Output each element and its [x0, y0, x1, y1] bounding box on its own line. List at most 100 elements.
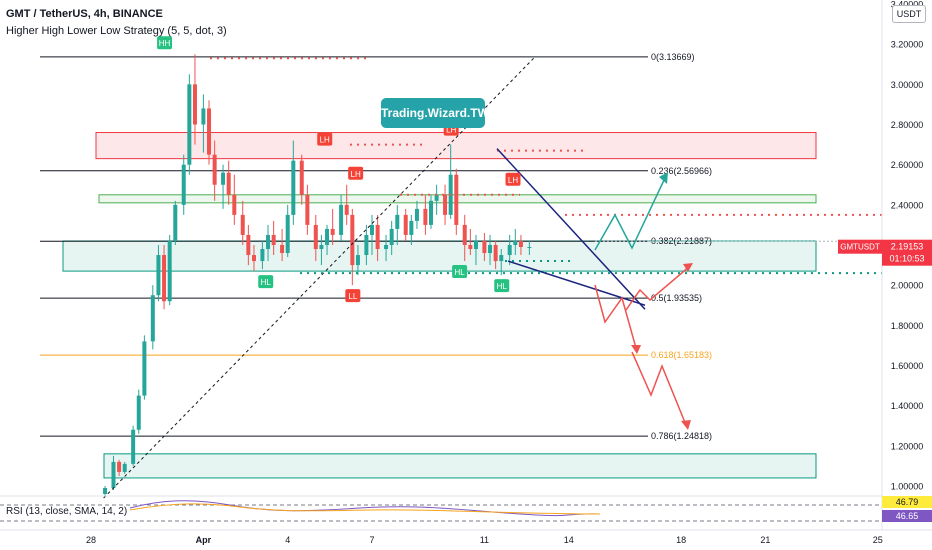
pivot-label: HL: [454, 268, 465, 277]
y-tick-label: 1.40000: [891, 401, 924, 411]
x-tick-label: 7: [369, 535, 374, 545]
pivot-badge: [157, 36, 173, 50]
y-tick-label: 1.20000: [891, 441, 924, 451]
candle-body: [156, 255, 161, 296]
x-tick-label: 21: [760, 535, 770, 545]
candle-body: [291, 160, 296, 215]
fib-trend-line: [103, 56, 536, 499]
y-tick-label: 3.00000: [891, 80, 924, 90]
currency-button[interactable]: USDT: [892, 5, 926, 23]
symbol-tag: GMTUSDT: [840, 243, 880, 252]
candle-body: [423, 208, 428, 225]
x-tick-label: 11: [480, 535, 489, 545]
candle-body: [173, 204, 178, 241]
y-tick-label: 1.60000: [891, 361, 924, 371]
pivot-labels: HH LH LH LH LH HL LL HL HL: [157, 36, 521, 303]
candle-body: [339, 204, 344, 235]
candle-body: [240, 214, 245, 235]
pivot-label: LH: [320, 136, 330, 145]
candle-body: [142, 341, 147, 396]
fib-label: 0.786(1.24818): [651, 431, 712, 441]
arrow-head-3: [683, 263, 693, 272]
candle-body: [313, 224, 318, 250]
candle-body: [162, 255, 167, 302]
candle-body: [280, 244, 285, 254]
watermark-badge: Trading.Wizard.TW: [381, 98, 489, 128]
y-tick-label: 2.80000: [891, 120, 924, 130]
candle-body: [325, 228, 330, 245]
candle-body: [389, 228, 394, 245]
candle-body: [226, 172, 231, 195]
candle-body: [330, 228, 335, 235]
symbol-tag-bg: [838, 239, 882, 254]
candle-body: [350, 214, 355, 266]
pivot-label: LH: [508, 176, 518, 185]
pivot-badge: [494, 279, 510, 293]
candle-body: [518, 240, 523, 248]
candle-body: [150, 295, 155, 342]
y-tick-label: 2.40000: [891, 200, 924, 210]
price-tag-countdown: 01:10:53: [889, 254, 924, 264]
pivot-badge: [317, 132, 333, 146]
candle-body: [507, 244, 512, 256]
pivot-label: LH: [446, 126, 456, 135]
candle-body: [527, 247, 532, 249]
fib-label: 0.382(2.21887): [651, 236, 712, 246]
rsi-value-2: 46.65: [896, 511, 919, 521]
candle-body: [246, 234, 251, 256]
y-tick-label: 3.20000: [891, 40, 924, 50]
candle-body: [181, 164, 186, 205]
candle-body: [260, 249, 265, 262]
candle-body: [434, 194, 439, 201]
candle-body: [409, 220, 414, 235]
candle-body: [122, 463, 127, 472]
rsi-value-1-bg: [882, 496, 932, 508]
candle-body: [414, 208, 419, 221]
fibonacci-levels: 0(3.13669) 0.236(2.56966) 0.382(2.21887) 0.…: [40, 52, 882, 441]
candle-body: [429, 200, 434, 225]
candle-body: [232, 194, 237, 215]
candle-body: [136, 395, 141, 430]
y-tick-label: 1.80000: [891, 321, 924, 331]
candle-body: [299, 160, 304, 195]
x-tick-label: 18: [676, 535, 686, 545]
candle-body: [117, 461, 122, 472]
pivot-label: HL: [261, 278, 272, 287]
rsi-label[interactable]: RSI (13, close, SMA, 14, 2): [6, 506, 128, 517]
x-tick-label: 28: [86, 535, 96, 545]
zones: [62, 132, 817, 479]
candle-body: [266, 234, 271, 250]
arrow-down-head-2: [681, 420, 691, 430]
candle-body: [187, 84, 192, 165]
y-tick-label: 2.00000: [891, 281, 924, 291]
fib-label: 0.618(1.65183): [651, 350, 712, 360]
candle-body: [462, 224, 467, 245]
arrow-up-head: [659, 172, 668, 184]
indicator-label[interactable]: Higher High Lower Low Strategy (5, 5, do…: [6, 25, 227, 37]
pivot-badge: [348, 166, 364, 180]
candle-body: [499, 255, 504, 262]
candle-body: [319, 244, 324, 250]
pivot-badge: [505, 172, 521, 186]
pivot-label: LL: [348, 292, 357, 301]
support-zone: [103, 453, 817, 479]
drawings: [103, 56, 882, 499]
candle-body: [207, 108, 212, 155]
candle-body: [305, 194, 310, 225]
chart-title: GMT / TetherUS, 4h, BINANCE: [6, 8, 163, 20]
candle-body: [103, 487, 108, 495]
candle-body: [473, 240, 478, 250]
projection-down-path: [594, 284, 637, 349]
pivot-badge: [452, 265, 468, 279]
pivot-badge: [258, 275, 274, 289]
candle-body: [370, 224, 374, 235]
fib-label: 0.5(1.93535): [651, 293, 702, 303]
rsi-pane: 46.79 46.65: [0, 495, 932, 522]
candle-body: [271, 234, 276, 245]
candle-body: [111, 461, 116, 488]
candle-body: [384, 244, 389, 250]
x-tick-label: 25: [873, 535, 883, 545]
candle-body: [285, 214, 290, 254]
